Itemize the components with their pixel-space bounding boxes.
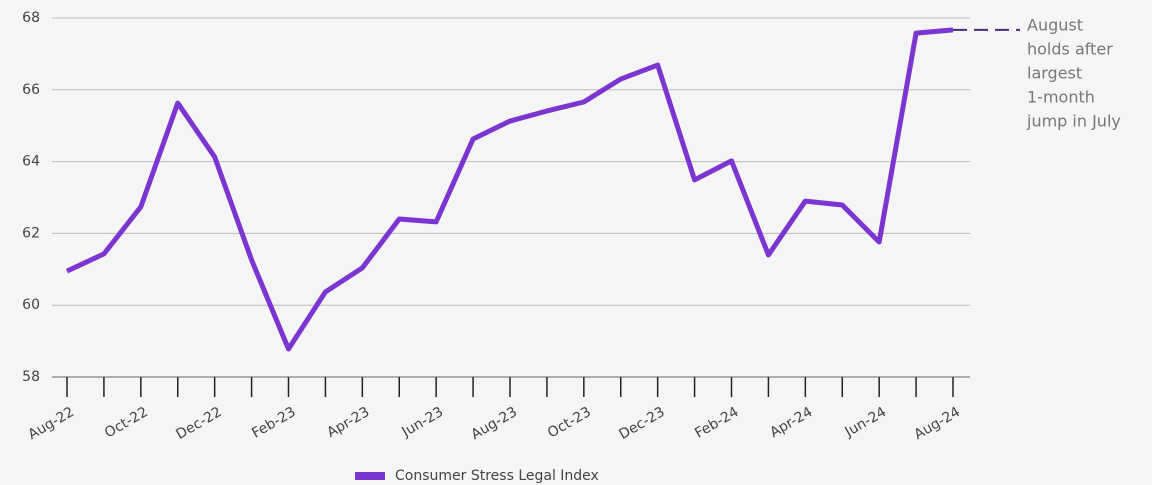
y-tick-label: 66	[22, 82, 40, 98]
x-tick-label: Jun-24	[842, 404, 890, 441]
x-tick-label: Apr-24	[767, 404, 815, 441]
y-tick-label: 64	[22, 154, 40, 170]
y-tick-label: 68	[22, 10, 40, 26]
x-tick-label: Dec-22	[173, 404, 224, 443]
x-tick-label: Apr-23	[324, 404, 372, 441]
x-tick-label: Oct-23	[545, 404, 594, 441]
x-tick-label: Aug-24	[912, 404, 964, 443]
annotation-text: 1-month	[1027, 88, 1095, 107]
annotation-text: holds after	[1027, 40, 1113, 59]
y-tick-label: 60	[22, 297, 40, 313]
x-tick-label: Jun-23	[399, 404, 447, 441]
y-tick-label: 62	[22, 225, 40, 241]
x-tick-label: Feb-24	[692, 404, 741, 442]
legend-label: Consumer Stress Legal Index	[395, 468, 599, 484]
x-tick-label: Feb-23	[249, 404, 298, 442]
x-tick-label: Oct-22	[102, 404, 151, 441]
series-line	[65, 27, 954, 352]
annotation-text: August	[1027, 16, 1083, 35]
annotation-text: jump in July	[1026, 112, 1121, 131]
x-tick-label: Dec-23	[616, 404, 667, 443]
x-tick-label: Aug-22	[26, 404, 77, 443]
x-tick-label: Aug-23	[469, 404, 520, 443]
legend-swatch	[355, 472, 385, 480]
annotation-text: largest	[1027, 64, 1082, 83]
y-tick-label: 58	[22, 369, 40, 385]
